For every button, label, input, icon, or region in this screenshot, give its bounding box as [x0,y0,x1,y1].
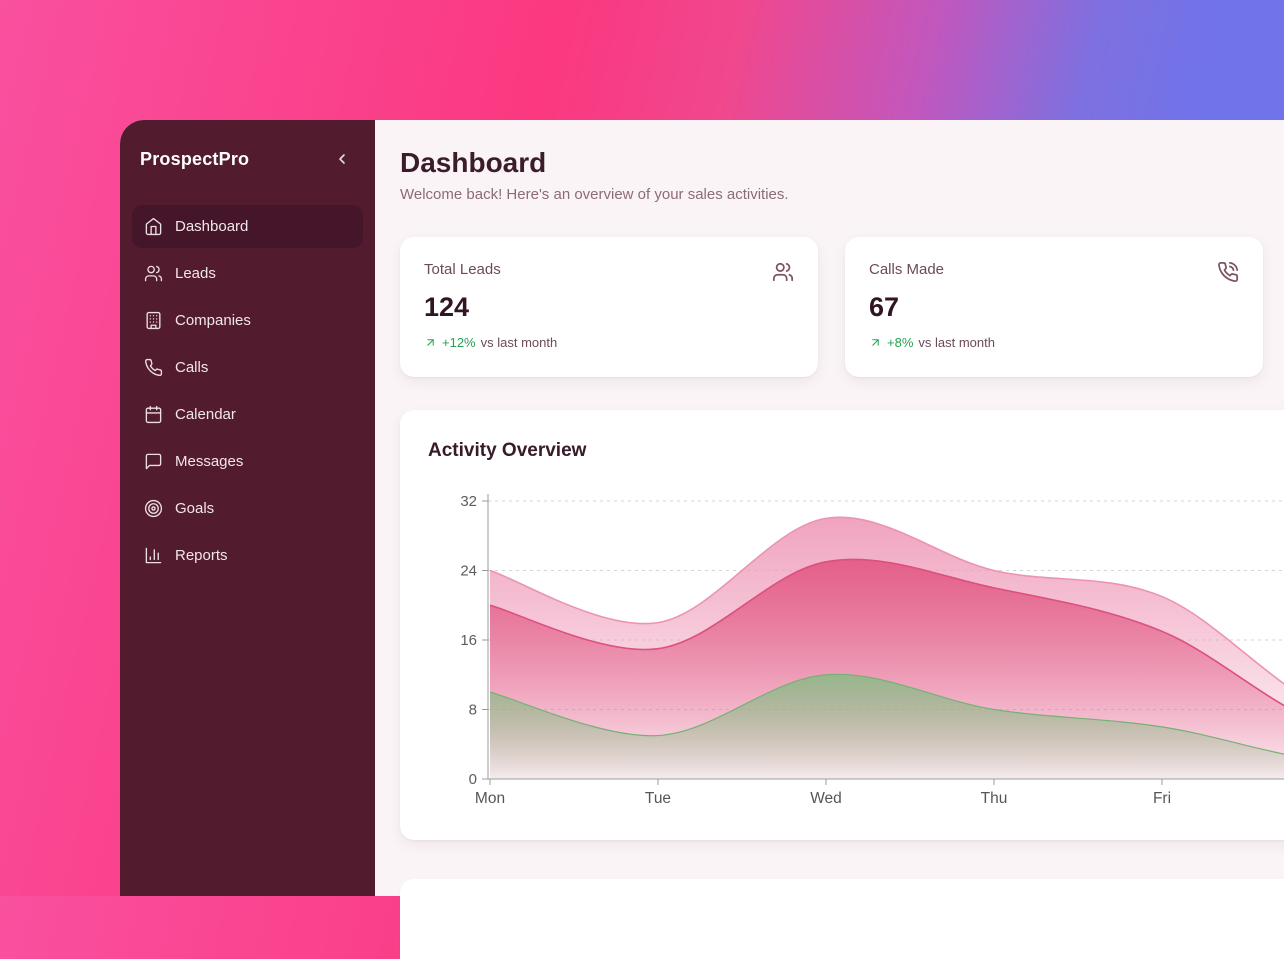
trend-percent: +8% [887,335,913,350]
sidebar-header: ProspectPro [132,144,363,174]
sidebar-item-label: Dashboard [175,218,248,235]
sidebar-item-label: Companies [175,312,251,329]
trend-suffix: vs last month [481,335,558,350]
message-square-icon [144,452,163,471]
phone-call-icon [1217,261,1239,283]
stat-trend: +12% vs last month [424,335,794,350]
area-chart-canvas[interactable]: 0 8 16 24 32 Mon Tue Wed Thu Fri [428,480,1284,810]
sidebar-item-label: Calls [175,359,208,376]
x-tick-label: Fri [1153,790,1171,807]
calendar-icon [144,405,163,424]
phone-icon [144,358,163,377]
sidebar-item-goals[interactable]: Goals [132,487,363,530]
sidebar-collapse-button[interactable] [329,146,355,172]
brand-logo: ProspectPro [140,149,249,170]
stat-value: 124 [424,292,794,323]
main-content: Dashboard Welcome back! Here's an overvi… [375,120,1284,896]
sidebar-item-messages[interactable]: Messages [132,440,363,483]
y-tick-label: 16 [460,632,477,649]
trend-percent: +12% [442,335,476,350]
users-icon [772,261,794,283]
sidebar-item-label: Goals [175,500,214,517]
sidebar-item-leads[interactable]: Leads [132,252,363,295]
sidebar-item-label: Calendar [175,406,236,423]
y-tick-label: 32 [460,493,477,510]
trend-suffix: vs last month [918,335,995,350]
sidebar-item-label: Leads [175,265,216,282]
page-title: Dashboard [400,146,1284,180]
sidebar: ProspectPro Dashboard Leads Companies Calls… [120,120,375,896]
sidebar-item-reports[interactable]: Reports [132,534,363,577]
target-icon [144,499,163,518]
stat-value: 67 [869,292,1239,323]
y-tick-label: 0 [469,771,477,788]
y-tick-label: 24 [460,563,477,580]
chevron-left-icon [334,151,350,167]
page-subtitle: Welcome back! Here's an overview of your… [400,184,1284,205]
building-icon [144,311,163,330]
sidebar-item-calendar[interactable]: Calendar [132,393,363,436]
calls-made-card: Calls Made 67 +8% vs last month [845,237,1263,377]
stat-label: Total Leads [424,261,501,278]
app-window: ProspectPro Dashboard Leads Companies Calls… [120,120,1284,896]
x-tick-label: Mon [475,790,505,807]
x-tick-label: Tue [645,790,671,807]
sidebar-item-label: Reports [175,547,228,564]
sidebar-nav: Dashboard Leads Companies Calls Calendar Mess… [132,205,363,577]
x-tick-label: Wed [810,790,842,807]
sidebar-item-dashboard[interactable]: Dashboard [132,205,363,248]
bar-chart-icon [144,546,163,565]
trend-up-icon [869,336,882,349]
sidebar-item-label: Messages [175,453,243,470]
x-tick-label: Thu [981,790,1008,807]
y-tick-label: 8 [469,702,477,719]
chart-title: Activity Overview [428,438,1284,464]
home-icon [144,217,163,236]
activity-chart[interactable]: 0 8 16 24 32 Mon Tue Wed Thu Fri [428,480,1284,815]
sidebar-item-companies[interactable]: Companies [132,299,363,342]
users-icon [144,264,163,283]
partial-card-below [400,879,1284,959]
activity-overview-card: Activity Overview 0 8 16 24 32 Mon Tue Wed Thu Fr… [400,410,1284,840]
stat-cards-row: Total Leads 124 +12% vs last month Calls… [400,237,1284,377]
trend-up-icon [424,336,437,349]
stat-trend: +8% vs last month [869,335,1239,350]
stat-label: Calls Made [869,261,944,278]
total-leads-card: Total Leads 124 +12% vs last month [400,237,818,377]
sidebar-item-calls[interactable]: Calls [132,346,363,389]
